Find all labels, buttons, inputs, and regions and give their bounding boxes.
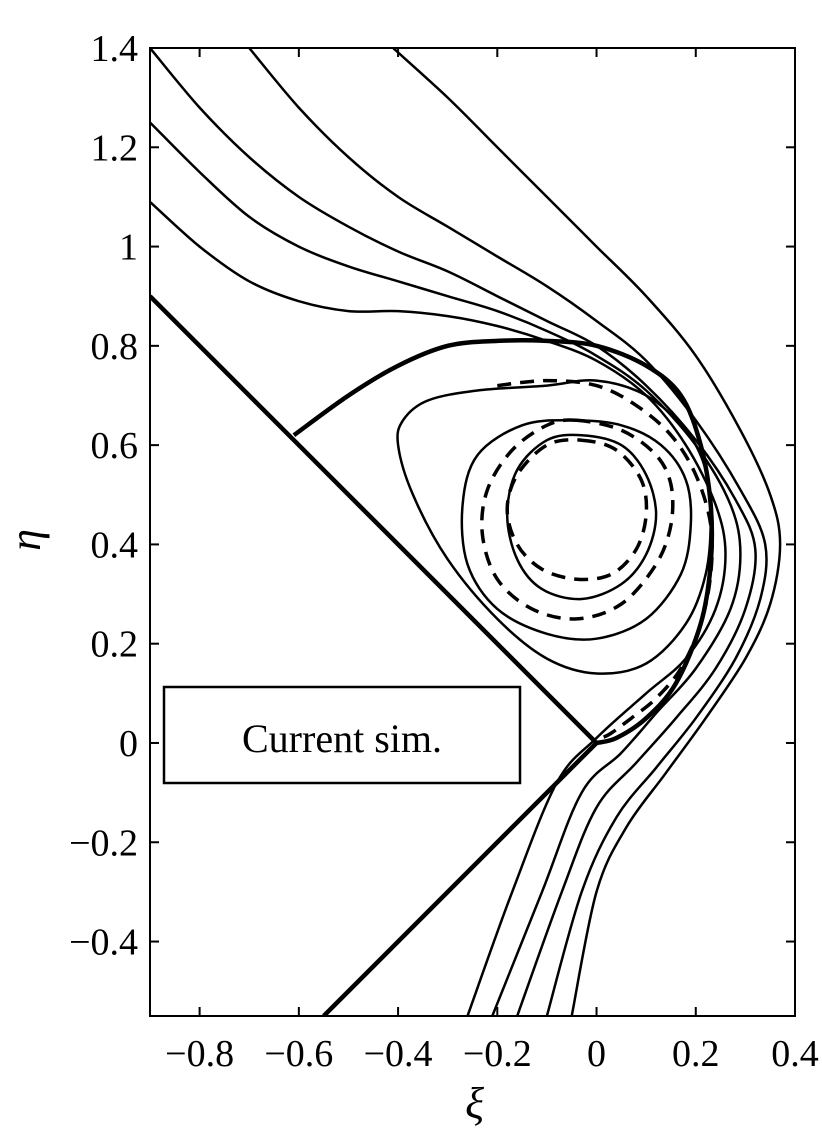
streamline-7	[396, 379, 712, 675]
y-tick-label: 0.2	[91, 624, 139, 666]
x-tick-label: −0.8	[165, 1033, 234, 1075]
streamline-9	[505, 433, 658, 601]
streamline-8	[460, 419, 693, 641]
y-tick-label: 0.6	[91, 425, 139, 467]
streamline-2	[150, 200, 727, 1016]
y-tick-label: 0.8	[91, 326, 139, 368]
y-tick-label: 1.4	[91, 28, 139, 70]
thick-boundary-1	[292, 338, 715, 746]
x-axis-label: ξ	[465, 1079, 484, 1128]
x-tick-label: −0.2	[463, 1033, 532, 1075]
y-tick-label: −0.2	[69, 822, 138, 864]
dashed-streamline-10	[497, 378, 714, 740]
x-tick-label: 0	[587, 1033, 606, 1075]
plot-series	[150, 48, 782, 1016]
x-tick-label: −0.4	[364, 1033, 433, 1075]
x-axis-ticks: −0.8 −0.6 −0.4 −0.2 0 0.2 0.4	[165, 48, 819, 1075]
y-tick-label: 1.2	[91, 127, 139, 169]
x-tick-label: −0.6	[264, 1033, 333, 1075]
y-axis-label: η	[1, 529, 50, 551]
dashed-streamline-12	[505, 438, 649, 582]
streamline-5	[248, 48, 768, 1016]
y-tick-label: 0	[119, 723, 138, 765]
x-tick-label: 0.2	[672, 1033, 720, 1075]
thick-boundary-0	[150, 294, 599, 1016]
dashed-streamline-11	[480, 418, 675, 621]
y-tick-label: 1	[119, 227, 138, 269]
legend-box	[162, 685, 522, 785]
legend: Current sim.	[162, 685, 522, 785]
y-tick-label: −0.4	[69, 922, 138, 964]
streamline-6	[392, 48, 782, 1016]
axes-box	[149, 47, 796, 1017]
y-axis-ticks: −0.4 −0.2 0 0.2 0.4 0.6 0.8 1 1.2 1.4	[69, 28, 795, 964]
plot-frame	[149, 47, 796, 1017]
streamline-4	[150, 48, 757, 1016]
y-tick-label: 0.4	[91, 524, 139, 566]
legend-label: Current sim.	[242, 716, 442, 761]
x-tick-label: 0.4	[771, 1033, 819, 1075]
